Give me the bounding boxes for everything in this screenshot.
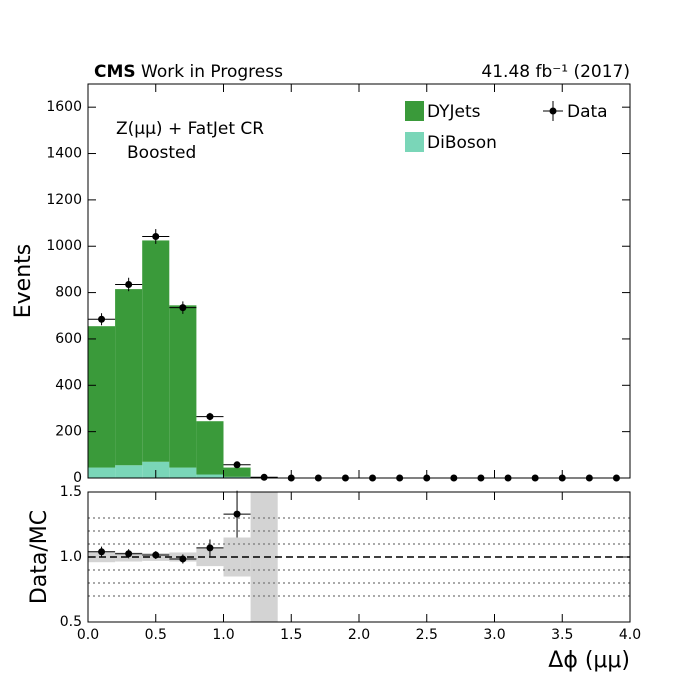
y-tick-label: 1.0 xyxy=(60,549,82,565)
x-tick-label: 4.0 xyxy=(619,627,641,643)
annotation: Z(μμ) + FatJet CR xyxy=(116,119,264,139)
y-tick-label: 600 xyxy=(55,331,82,347)
bar xyxy=(115,465,143,478)
x-tick-label: 2.5 xyxy=(416,627,438,643)
data-point xyxy=(206,544,214,552)
data-point xyxy=(233,510,241,518)
bar xyxy=(142,461,170,478)
annotation: Boosted xyxy=(127,143,196,163)
data-point xyxy=(179,555,187,563)
bar xyxy=(88,467,116,478)
x-tick-label: 1.5 xyxy=(280,627,302,643)
y-tick-label: 200 xyxy=(55,424,82,440)
data-point xyxy=(98,548,106,556)
y-axis-label: Events xyxy=(11,244,36,319)
legend-swatch xyxy=(405,132,424,152)
x-tick-label: 1.0 xyxy=(212,627,234,643)
legend-label: DiBoson xyxy=(427,133,497,153)
y-tick-label: 0 xyxy=(73,470,82,486)
x-tick-label: 3.5 xyxy=(551,627,573,643)
data-point xyxy=(98,315,106,323)
data-point xyxy=(125,280,133,288)
bar xyxy=(142,240,170,462)
legend-label: Data xyxy=(567,102,608,122)
bar xyxy=(88,326,116,468)
y-tick-label: 1400 xyxy=(46,146,82,162)
y-tick-label: 1200 xyxy=(46,192,82,208)
y-tick-label: 1600 xyxy=(46,99,82,115)
x-axis-label: Δϕ (μμ) xyxy=(548,648,630,673)
ratio-y-axis-label: Data/MC xyxy=(27,510,52,604)
bar xyxy=(169,305,197,468)
data-point xyxy=(206,413,214,421)
lumi: 41.48 fb⁻¹ (2017) xyxy=(481,62,630,82)
data-point xyxy=(152,551,160,559)
y-tick-label: 1000 xyxy=(46,238,82,254)
x-tick-label: 0.5 xyxy=(145,627,167,643)
data-point xyxy=(260,473,268,481)
data-point xyxy=(152,233,160,241)
x-tick-label: 0.0 xyxy=(77,627,99,643)
data-point xyxy=(233,461,241,469)
bar xyxy=(169,467,197,478)
x-tick-label: 3.0 xyxy=(483,627,505,643)
legend-symbol xyxy=(549,107,557,115)
cms-label: CMS Work in Progress xyxy=(94,62,283,82)
bar xyxy=(115,289,143,466)
y-tick-label: 0.5 xyxy=(60,614,82,630)
y-tick-label: 800 xyxy=(55,285,82,301)
legend-label: DYJets xyxy=(427,102,481,122)
bar xyxy=(196,474,224,478)
x-tick-label: 2.0 xyxy=(348,627,370,643)
cms: CMS xyxy=(94,62,136,82)
bar xyxy=(196,421,224,475)
plot-frame xyxy=(87,491,631,623)
data-point xyxy=(179,304,187,312)
legend-swatch xyxy=(405,101,424,121)
data-point xyxy=(125,550,133,558)
y-tick-label: 400 xyxy=(55,377,82,393)
bar xyxy=(223,467,251,477)
y-tick-label: 1.5 xyxy=(60,484,82,500)
bar xyxy=(223,476,251,478)
chart-title: Work in Progress xyxy=(141,62,283,82)
